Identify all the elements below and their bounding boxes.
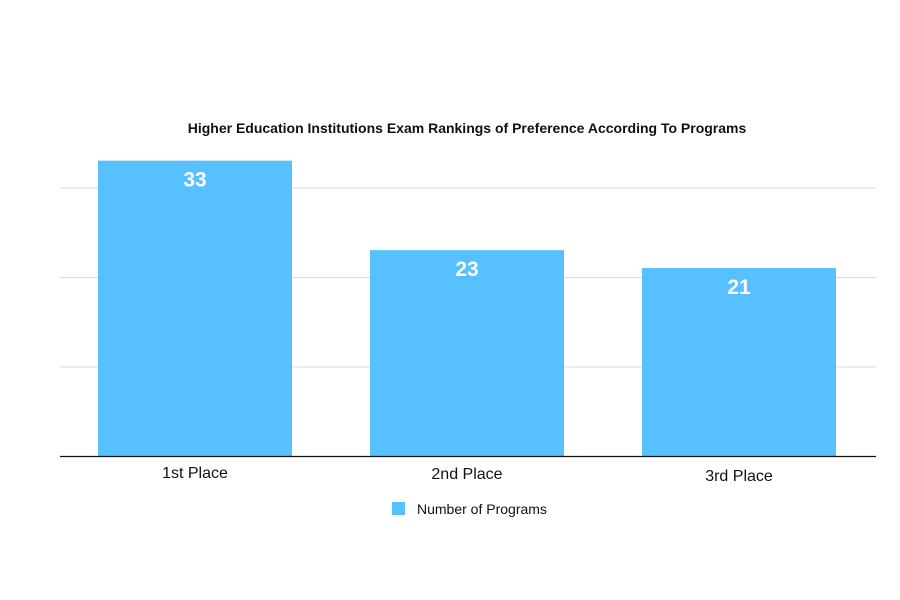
data-label: 23 [455,258,478,281]
bar [98,160,292,456]
legend-label: Number of Programs [417,501,547,517]
data-label: 21 [727,276,751,299]
labels: 33 1st Place 23 2nd Place 21 3rd Place [162,169,773,485]
chart-title: Higher Education Institutions Exam Ranki… [188,120,747,136]
x-tick-label: 2nd Place [431,466,502,483]
x-tick-label: 3rd Place [705,468,773,485]
bar [370,250,564,456]
legend: Number of Programs [392,501,547,517]
bar [642,268,836,456]
bars [98,160,836,456]
x-tick-label: 1st Place [162,465,228,482]
legend-swatch [392,502,405,515]
data-label: 33 [183,169,206,192]
